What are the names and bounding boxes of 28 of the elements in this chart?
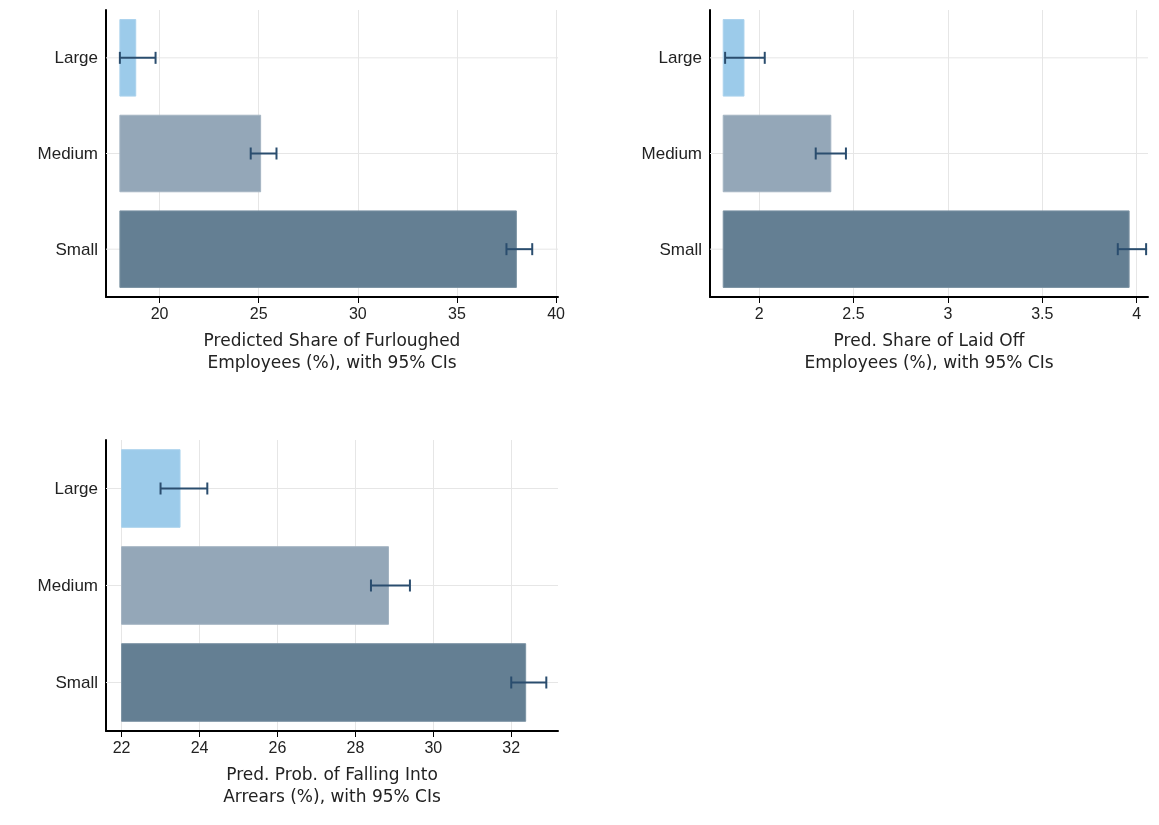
- y-tick-label: Small: [55, 673, 98, 692]
- x-tick-label: 30: [348, 304, 367, 322]
- x-tick-label: 2.5: [842, 304, 865, 322]
- x-axis-title: Predicted Share of Furloughed Employees (%), with 95% CIs: [203, 330, 461, 372]
- x-tick-label: 3.5: [1031, 304, 1054, 322]
- x-axis-title: Pred. Share of Laid Off Employees (%), with 95% CIs: [804, 330, 1054, 372]
- x-tick-label: 2: [754, 304, 764, 322]
- y-tick-label: Large: [54, 479, 98, 498]
- x-tick-label: 24: [190, 738, 209, 756]
- x-tick-label: 3: [943, 304, 953, 322]
- x-tick-label: 20: [150, 304, 169, 322]
- y-tick-label: Medium: [641, 144, 702, 163]
- x-tick-label: 26: [268, 738, 287, 756]
- x-tick-label: 4: [1132, 304, 1142, 322]
- y-tick-label: Small: [55, 239, 98, 259]
- y-tick-label: Small: [659, 239, 702, 259]
- y-tick-label: Medium: [37, 576, 98, 595]
- y-tick-label: Medium: [37, 144, 98, 163]
- y-tick-label: Large: [54, 48, 98, 68]
- x-tick-label: 35: [448, 304, 466, 322]
- x-tick-label: 25: [249, 304, 268, 322]
- x-tick-label: 28: [346, 738, 365, 756]
- x-tick-label: 30: [424, 738, 443, 756]
- x-tick-label: 40: [547, 304, 566, 322]
- x-tick-label: 22: [112, 738, 131, 756]
- x-axis-title: Pred. Prob. of Falling Into Arrears (%), with 95% CIs: [223, 764, 441, 806]
- x-tick-label: 32: [502, 738, 521, 756]
- y-tick-label: Large: [658, 48, 702, 68]
